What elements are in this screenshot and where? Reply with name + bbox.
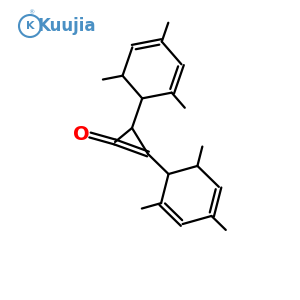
- Text: K: K: [26, 21, 34, 31]
- Text: Kuujia: Kuujia: [38, 17, 96, 35]
- Text: ®: ®: [28, 11, 34, 16]
- Text: O: O: [73, 124, 89, 143]
